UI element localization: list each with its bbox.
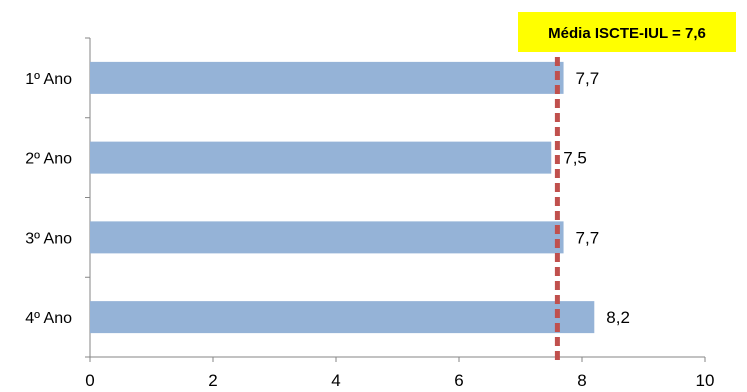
x-tick-label: 6 <box>454 371 463 390</box>
data-label: 8,2 <box>606 308 630 327</box>
data-label: 7,5 <box>563 149 587 168</box>
category-label: 1º Ano <box>25 71 72 88</box>
x-tick-label: 2 <box>208 371 217 390</box>
data-labels: 7,7 7,5 7,7 8,2 <box>563 69 630 327</box>
x-tick-label: 4 <box>331 371 340 390</box>
x-axis-ticks <box>89 357 706 362</box>
x-tick-labels: 0 2 4 6 8 10 <box>85 371 714 390</box>
data-label: 7,7 <box>576 228 600 247</box>
category-labels: 1º Ano 2º Ano 3º Ano 4º Ano <box>25 71 72 327</box>
bar <box>90 141 552 174</box>
category-label: 3º Ano <box>25 230 72 247</box>
x-tick-label: 0 <box>85 371 94 390</box>
x-tick-label: 8 <box>577 371 586 390</box>
data-label: 7,7 <box>576 69 600 88</box>
category-label: 4º Ano <box>25 310 72 327</box>
bars <box>90 61 595 334</box>
y-axis-ticks <box>85 37 90 358</box>
reference-line-group: Média ISCTE-IUL = 7,6 <box>518 12 736 365</box>
reference-label: Média ISCTE-IUL = 7,6 <box>548 25 706 42</box>
bar <box>90 61 564 94</box>
category-label: 2º Ano <box>25 151 72 168</box>
bar <box>90 221 564 254</box>
x-tick-label: 10 <box>696 371 715 390</box>
bar <box>90 301 595 334</box>
reference-label-box <box>518 12 736 52</box>
